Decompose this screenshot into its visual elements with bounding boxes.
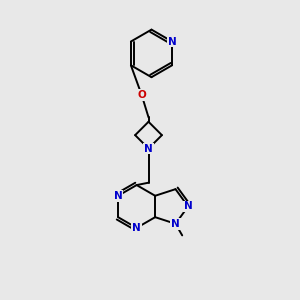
Text: N: N [114, 191, 122, 201]
Text: N: N [132, 223, 141, 233]
Text: N: N [184, 202, 193, 212]
Text: N: N [144, 143, 153, 154]
Text: N: N [168, 37, 176, 46]
Text: N: N [171, 219, 180, 229]
Text: O: O [137, 90, 146, 100]
